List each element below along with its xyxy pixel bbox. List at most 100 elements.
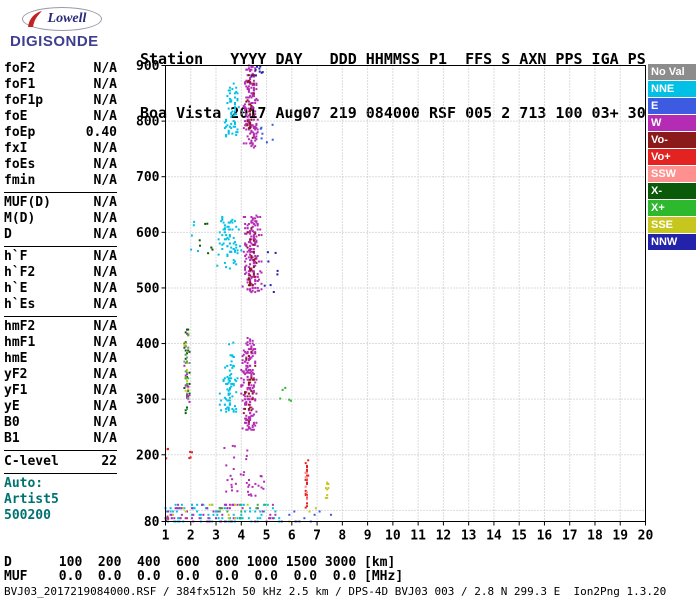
param-label: MUF(D) xyxy=(4,195,51,210)
svg-text:11: 11 xyxy=(410,529,426,544)
param-label: foF2 xyxy=(4,61,36,76)
plot-frame xyxy=(165,65,646,522)
param-row-hmf1: hmF1 N/A xyxy=(4,335,117,351)
legend-item-w: W xyxy=(648,115,696,131)
param-row-fof2: foF2 N/A xyxy=(4,61,117,77)
param-label: C-level xyxy=(4,454,59,469)
param-row-b1: B1 N/A xyxy=(4,431,117,447)
param-row-d: D N/A xyxy=(4,227,117,243)
gridlines xyxy=(165,65,646,522)
echo-data-points xyxy=(164,64,332,523)
param-row-hmf2: hmF2 N/A xyxy=(4,319,117,335)
svg-text:4: 4 xyxy=(237,529,245,544)
svg-text:10: 10 xyxy=(385,529,401,544)
param-value: N/A xyxy=(93,281,117,296)
param-value: N/A xyxy=(93,195,117,210)
param-label: h`F xyxy=(4,249,28,264)
param-row-hme: hmE N/A xyxy=(4,351,117,367)
autoscaling-info-auto: Auto: xyxy=(4,476,44,491)
svg-text:19: 19 xyxy=(612,529,628,544)
param-label: D xyxy=(4,227,12,242)
parameter-panel: foF2 N/A foF1 N/A foF1p N/A foE N/A foEp 0.40 fxI N… xyxy=(4,61,117,524)
autoscaling-info-artist5: Artist5 xyxy=(4,492,59,507)
svg-text:13: 13 xyxy=(461,529,477,544)
param-row-c-level: C-level 22 xyxy=(4,454,117,470)
svg-text:2: 2 xyxy=(187,529,195,544)
param-label: yF2 xyxy=(4,367,28,382)
svg-text:700: 700 xyxy=(136,170,160,185)
param-row-yf2: yF2 N/A xyxy=(4,367,117,383)
param-label: foE xyxy=(4,109,28,124)
legend-item-ssw: SSW xyxy=(648,166,696,182)
param-label: foEs xyxy=(4,157,36,172)
legend-item-no-val: No Val xyxy=(648,64,696,80)
svg-text:6: 6 xyxy=(288,529,296,544)
svg-text:14: 14 xyxy=(486,529,502,544)
legend-item-x: X+ xyxy=(648,200,696,216)
param-row-h-e: h`E N/A xyxy=(4,281,117,297)
logo-digisonde-text: DIGISONDE xyxy=(10,33,99,50)
svg-text:600: 600 xyxy=(136,226,160,241)
param-row-h-es: h`Es N/A xyxy=(4,297,117,313)
param-separator xyxy=(4,246,117,247)
param-label: foF1 xyxy=(4,77,36,92)
param-label: h`Es xyxy=(4,297,36,312)
param-separator xyxy=(4,316,117,317)
header-columns-line: Station YYYY DAY DDD HHMMSS P1 FFS S AXN… xyxy=(140,50,646,68)
svg-text:200: 200 xyxy=(136,448,160,463)
param-value: N/A xyxy=(93,157,117,172)
param-separator xyxy=(4,473,117,474)
svg-text:20: 20 xyxy=(638,529,654,544)
legend-item-vo: Vo- xyxy=(648,132,696,148)
param-value: N/A xyxy=(93,335,117,350)
svg-text:500: 500 xyxy=(136,281,160,296)
param-row-muf-d: MUF(D) N/A xyxy=(4,195,117,211)
param-row-yf1: yF1 N/A xyxy=(4,383,117,399)
svg-text:400: 400 xyxy=(136,337,160,352)
param-row-fmin: fmin N/A xyxy=(4,173,117,189)
header-values-line: Boa Vista 2017 Aug07 219 084000 RSF 005 … xyxy=(140,104,646,122)
param-separator xyxy=(4,192,117,193)
svg-text:8: 8 xyxy=(338,529,346,544)
param-row-ye: yE N/A xyxy=(4,399,117,415)
param-label: B1 xyxy=(4,431,20,446)
param-label: B0 xyxy=(4,415,20,430)
legend-item-x: X- xyxy=(648,183,696,199)
svg-text:1: 1 xyxy=(162,529,170,544)
svg-text:7: 7 xyxy=(313,529,321,544)
param-value: N/A xyxy=(93,399,117,414)
param-value: N/A xyxy=(93,431,117,446)
param-row-m-d: M(D) N/A xyxy=(4,211,117,227)
param-label: fmin xyxy=(4,173,36,188)
param-value: N/A xyxy=(93,93,117,108)
param-value: N/A xyxy=(93,61,117,76)
legend-item-nne: NNE xyxy=(648,81,696,97)
param-value: N/A xyxy=(93,109,117,124)
axis-ticks-and-labels: 1 2 3 4 5 6 7 8 9 10 11 12 13 14 15 16 17 18 19 20900800700… xyxy=(136,59,653,544)
param-row-foep: foEp 0.40 xyxy=(4,125,117,141)
param-value: 0.40 xyxy=(85,125,117,140)
logo-lowell-text: Lowell xyxy=(22,7,102,31)
svg-text:3: 3 xyxy=(212,529,220,544)
param-label: M(D) xyxy=(4,211,36,226)
param-value: N/A xyxy=(93,77,117,92)
param-value: N/A xyxy=(93,383,117,398)
svg-text:15: 15 xyxy=(511,529,527,544)
param-value: N/A xyxy=(93,173,117,188)
param-value: N/A xyxy=(93,297,117,312)
param-row-b0: B0 N/A xyxy=(4,415,117,431)
param-value: N/A xyxy=(93,351,117,366)
autoscaling-info-500200: 500200 xyxy=(4,508,51,523)
svg-text:16: 16 xyxy=(537,529,553,544)
param-value: N/A xyxy=(93,227,117,242)
param-label: fxI xyxy=(4,141,28,156)
param-label: yE xyxy=(4,399,20,414)
param-row-h-f2: h`F2 N/A xyxy=(4,265,117,281)
param-label: foF1p xyxy=(4,93,44,108)
param-label: hmE xyxy=(4,351,28,366)
dmuf-table: D 100 200 400 600 800 1000 1500 3000 [km… xyxy=(4,556,403,584)
svg-text:12: 12 xyxy=(436,529,452,544)
header-metadata: Station YYYY DAY DDD HHMMSS P1 FFS S AXN… xyxy=(140,14,646,158)
svg-text:800: 800 xyxy=(136,115,160,130)
